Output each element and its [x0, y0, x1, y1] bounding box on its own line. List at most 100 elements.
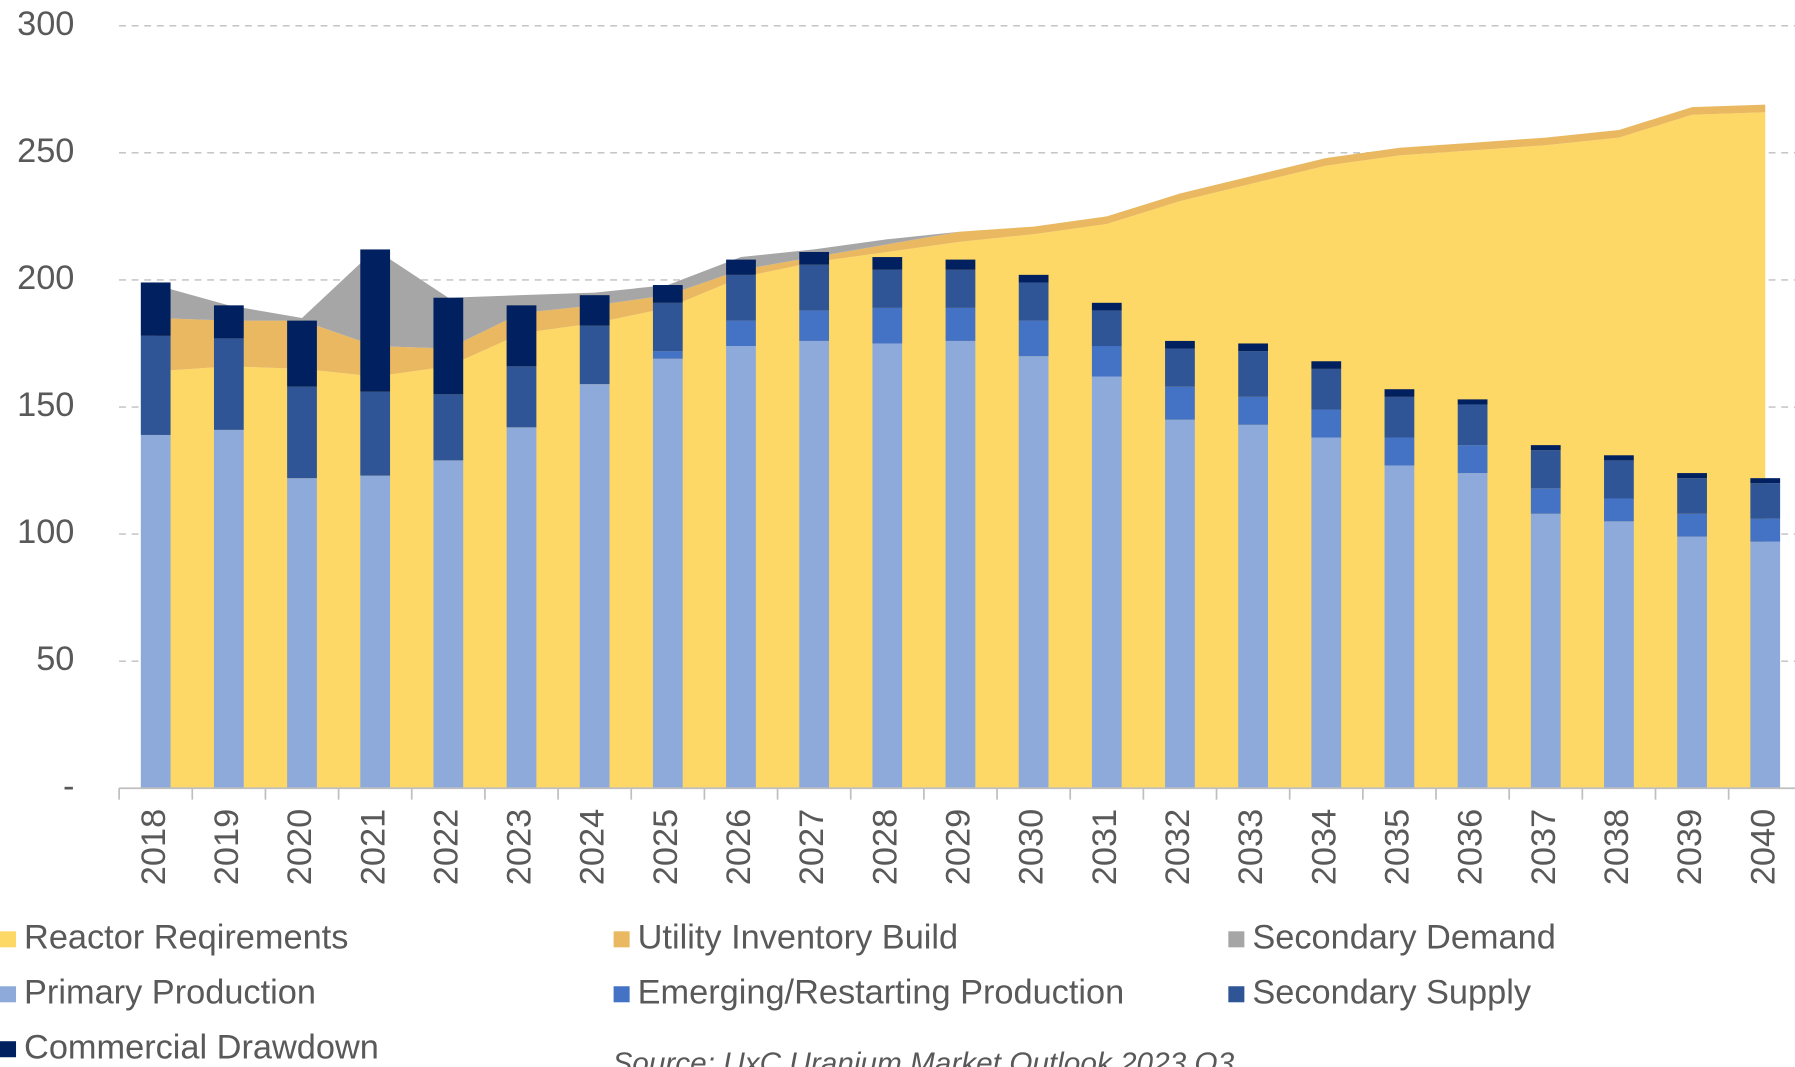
- bar: [1750, 518, 1781, 542]
- y-tick-label: 250: [17, 132, 74, 170]
- bar: [1457, 445, 1488, 474]
- bar: [287, 478, 317, 789]
- bar: [1530, 488, 1561, 514]
- legend-swatch: [1228, 986, 1245, 1003]
- bar: [1530, 450, 1561, 489]
- bar: [506, 305, 537, 367]
- x-tick-label: 2037: [1525, 809, 1563, 885]
- legend-label: Reactor Reqirements: [24, 918, 348, 956]
- legend-swatch: [0, 1041, 17, 1058]
- bar: [1311, 361, 1342, 369]
- bar: [1677, 478, 1707, 514]
- x-tick-label: 2019: [208, 809, 246, 885]
- area: [155, 104, 1766, 377]
- bar: [360, 249, 391, 392]
- x-tick-label: 2033: [1232, 809, 1270, 885]
- x-tick-label: 2023: [501, 809, 539, 885]
- bar: [1604, 455, 1634, 461]
- bar: [1677, 536, 1707, 789]
- bar: [140, 335, 171, 435]
- bar: [579, 325, 610, 385]
- bar: [506, 427, 537, 789]
- bar: [1750, 483, 1781, 519]
- x-tick-label: 2025: [647, 809, 685, 885]
- bar: [1091, 310, 1122, 347]
- bar: [1311, 409, 1342, 438]
- bar: [726, 274, 756, 321]
- x-tick-label: 2035: [1379, 809, 1417, 885]
- bar: [1091, 376, 1122, 789]
- bar: [945, 259, 976, 270]
- bar: [287, 320, 317, 387]
- bar: [945, 340, 976, 789]
- legend-label: Secondary Demand: [1252, 918, 1555, 956]
- bar: [360, 475, 391, 789]
- bar: [1238, 343, 1268, 352]
- x-tick-label: 2032: [1159, 809, 1197, 885]
- x-tick-label: 2027: [793, 809, 831, 885]
- x-tick-label: 2022: [427, 809, 465, 885]
- bar: [799, 310, 830, 341]
- bar: [872, 307, 903, 344]
- bar: [872, 257, 903, 270]
- bar: [579, 295, 610, 326]
- bar: [652, 302, 683, 352]
- y-tick-label: 300: [17, 5, 74, 43]
- bar: [726, 259, 756, 275]
- x-tick-label: 2024: [574, 809, 612, 885]
- bar: [799, 251, 830, 265]
- bar: [1677, 513, 1707, 537]
- legend-label: Commercial Drawdown: [24, 1028, 379, 1066]
- bar: [433, 460, 464, 789]
- y-tick-label: 100: [17, 513, 74, 551]
- bar: [1165, 419, 1195, 789]
- bar: [1384, 396, 1415, 438]
- legend-label: Primary Production: [24, 973, 316, 1011]
- source-note: Source: UxC Uranium Market Outlook 2023 …: [612, 1047, 1234, 1067]
- bar: [140, 434, 171, 789]
- bar: [726, 320, 756, 347]
- bar: [726, 346, 756, 789]
- x-tick-label: 2036: [1452, 809, 1490, 885]
- y-tick-label: 200: [17, 259, 74, 297]
- bar: [1238, 351, 1268, 397]
- bar: [1018, 282, 1049, 321]
- bar: [1677, 473, 1707, 479]
- bar: [1457, 399, 1488, 405]
- bar: [213, 338, 244, 430]
- bar: [799, 264, 830, 311]
- x-tick-label: 2038: [1598, 809, 1636, 885]
- bar: [872, 343, 903, 789]
- bar: [1530, 513, 1561, 789]
- bar: [360, 391, 391, 476]
- x-tick-label: 2020: [281, 809, 319, 885]
- bar: [1530, 445, 1561, 451]
- legend-swatch: [0, 931, 17, 948]
- bar: [1238, 396, 1268, 425]
- x-tick-label: 2018: [135, 809, 173, 885]
- bar: [1091, 302, 1122, 311]
- bar: [1604, 460, 1634, 499]
- bar: [1384, 465, 1415, 789]
- y-tick-label: -: [63, 767, 74, 805]
- bar: [1384, 389, 1415, 397]
- legend-swatch: [613, 986, 630, 1003]
- bar: [1091, 346, 1122, 377]
- bar: [1018, 356, 1049, 789]
- bar: [213, 305, 244, 339]
- bar: [872, 269, 903, 308]
- bar: [652, 351, 683, 359]
- bar: [1311, 437, 1342, 789]
- bar: [1018, 320, 1049, 357]
- x-tick-label: 2034: [1305, 809, 1343, 885]
- x-tick-label: 2040: [1744, 809, 1782, 885]
- bar: [1457, 404, 1488, 446]
- bar: [287, 386, 317, 479]
- x-tick-label: 2026: [720, 809, 758, 885]
- bar: [506, 366, 537, 428]
- bar: [1750, 541, 1781, 789]
- bar: [945, 307, 976, 341]
- bar: [1604, 521, 1634, 789]
- bar: [579, 384, 610, 789]
